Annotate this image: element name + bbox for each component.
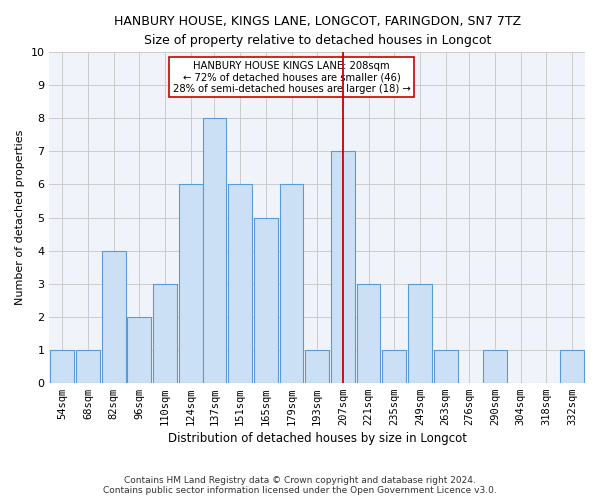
Bar bbox=[331, 152, 355, 382]
Bar bbox=[50, 350, 74, 382]
Bar bbox=[560, 350, 584, 382]
Bar bbox=[228, 184, 252, 382]
Title: HANBURY HOUSE, KINGS LANE, LONGCOT, FARINGDON, SN7 7TZ
Size of property relative: HANBURY HOUSE, KINGS LANE, LONGCOT, FARI… bbox=[113, 15, 521, 47]
Bar bbox=[76, 350, 100, 382]
Bar bbox=[280, 184, 304, 382]
Bar bbox=[153, 284, 177, 382]
Bar bbox=[408, 284, 432, 382]
Text: HANBURY HOUSE KINGS LANE: 208sqm
← 72% of detached houses are smaller (46)
28% o: HANBURY HOUSE KINGS LANE: 208sqm ← 72% o… bbox=[173, 60, 410, 94]
Bar bbox=[179, 184, 203, 382]
Y-axis label: Number of detached properties: Number of detached properties bbox=[15, 130, 25, 305]
Bar bbox=[101, 250, 125, 382]
Bar bbox=[356, 284, 380, 382]
X-axis label: Distribution of detached houses by size in Longcot: Distribution of detached houses by size … bbox=[168, 432, 467, 445]
Bar bbox=[483, 350, 507, 382]
Bar bbox=[254, 218, 278, 382]
Bar bbox=[434, 350, 458, 382]
Bar bbox=[382, 350, 406, 382]
Text: Contains HM Land Registry data © Crown copyright and database right 2024.
Contai: Contains HM Land Registry data © Crown c… bbox=[103, 476, 497, 495]
Bar bbox=[127, 316, 151, 382]
Bar bbox=[305, 350, 329, 382]
Bar bbox=[203, 118, 226, 382]
